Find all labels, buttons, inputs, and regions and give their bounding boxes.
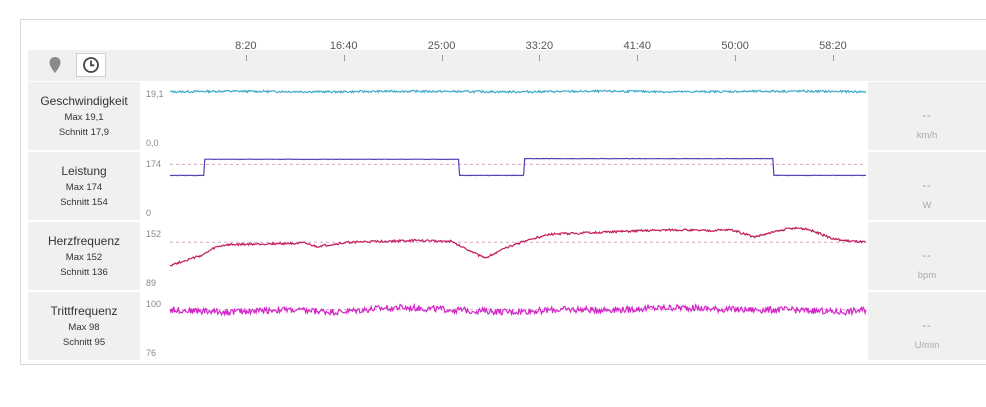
speed-ymax: 19,1	[146, 89, 164, 99]
chart-toolbar	[28, 50, 986, 81]
speed-max: Max 19,1	[64, 112, 104, 123]
time-tick-label: 33:20	[525, 40, 554, 52]
speed-label: Geschwindigkeit	[40, 94, 128, 108]
speed-row: Geschwindigkeit Max 19,1 Schnitt 17,9 19…	[28, 82, 986, 150]
cadence-avg: Schnitt 95	[62, 337, 106, 348]
power-max: Max 174	[65, 182, 103, 193]
speed-ymin: 0,0	[146, 138, 159, 148]
heart-rate-chart	[169, 226, 867, 267]
power-label: Leistung	[61, 164, 107, 178]
heart-rate-avg: Schnitt 136	[60, 267, 108, 278]
power-row: Leistung Max 174 Schnitt 154 174 0 -- W	[28, 152, 986, 220]
speed-avg: Schnitt 17,9	[58, 127, 110, 138]
cadence-ymax: 100	[146, 299, 162, 309]
cadence-chart	[169, 302, 867, 317]
heart-rate-current-value: --	[922, 250, 932, 262]
time-tick-label: 25:00	[427, 40, 456, 52]
time-tick-mark	[735, 55, 737, 61]
speed-current-value: --	[922, 110, 932, 122]
heart-rate-row: Herzfrequenz Max 152 Schnitt 136 152 89 …	[28, 222, 986, 290]
time-view-button[interactable]	[76, 53, 106, 77]
heart-rate-ymin: 89	[146, 278, 157, 288]
power-avg: Schnitt 154	[60, 197, 108, 208]
power-unit: W	[922, 200, 932, 211]
series-line	[169, 89, 867, 94]
heart-rate-plot[interactable]	[140, 222, 868, 290]
power-current-value: --	[922, 180, 932, 192]
time-tick-label: 58:20	[819, 40, 847, 52]
power-ymin: 0	[146, 208, 152, 218]
cadence-ymin: 76	[146, 348, 157, 358]
time-tick-label: 41:40	[623, 40, 651, 52]
cadence-max: Max 98	[68, 322, 100, 333]
power-ymax: 174	[146, 159, 162, 169]
clock-icon	[83, 57, 99, 73]
power-plot[interactable]	[140, 152, 868, 220]
heart-rate-ymax: 152	[146, 229, 162, 239]
speed-chart	[169, 89, 867, 94]
speed-plot[interactable]	[140, 82, 868, 150]
heart-rate-label: Herzfrequenz	[47, 234, 121, 248]
series-line	[169, 157, 866, 177]
time-tick-mark	[637, 55, 639, 61]
heart-rate-unit: bpm	[917, 270, 937, 281]
time-tick-mark	[832, 55, 834, 61]
cadence-plot[interactable]	[140, 292, 868, 360]
speed-unit: km/h	[916, 130, 938, 141]
time-tick-mark	[343, 55, 345, 61]
time-tick-mark	[441, 55, 443, 61]
time-tick-mark	[245, 55, 247, 61]
series-line	[169, 302, 867, 317]
map-marker-icon	[49, 57, 61, 73]
cadence-row: Trittfrequenz Max 98 Schnitt 95 100 76 -…	[28, 292, 986, 360]
power-chart	[169, 157, 866, 177]
map-view-button[interactable]	[40, 53, 70, 77]
series-line	[169, 226, 867, 267]
cadence-label: Trittfrequenz	[50, 304, 118, 318]
cadence-unit: U/min	[914, 340, 940, 351]
time-tick-label: 8:20	[235, 40, 257, 52]
time-tick-mark	[539, 55, 541, 61]
heart-rate-max: Max 152	[65, 252, 103, 263]
time-tick-label: 50:00	[721, 40, 749, 52]
time-tick-label: 16:40	[329, 40, 358, 52]
cadence-current-value: --	[922, 320, 932, 332]
